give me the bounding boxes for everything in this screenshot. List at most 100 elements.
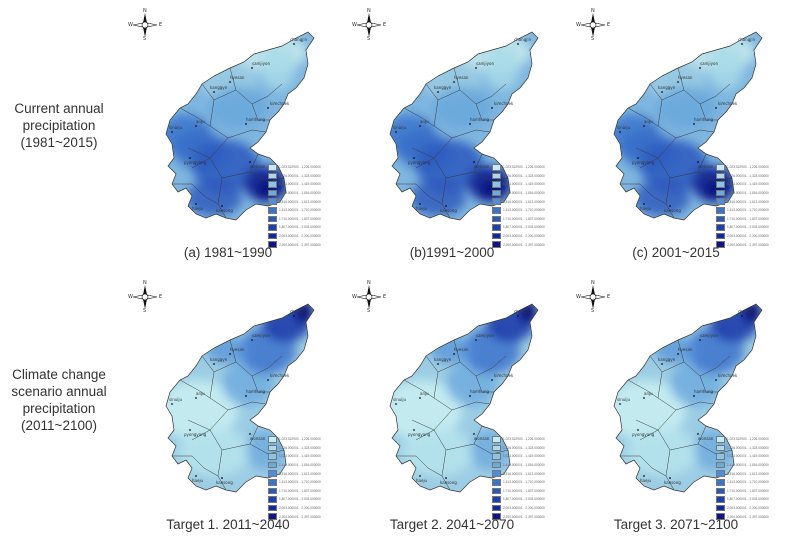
province-boundary	[191, 429, 211, 441]
province-boundary	[191, 157, 211, 169]
province-boundary	[403, 379, 435, 399]
legend-item: 1,516.000001 - 1,613.000000	[492, 197, 560, 206]
city-label: hyesan	[678, 347, 693, 352]
legend-label: 1,323.000001 - 1,419.000000	[279, 182, 321, 187]
city-marker	[517, 315, 519, 317]
city-label: kaesong	[664, 208, 681, 213]
precipitation-zone	[208, 86, 268, 130]
precipitation-map: samjiyon hyesan chongjin kanggye kimchaek sin…	[613, 31, 763, 221]
city-label: sinuiju	[617, 397, 630, 402]
city-label: wonsan	[698, 436, 714, 441]
panel-caption: (b)1991~2000	[409, 245, 495, 260]
legend-swatch	[716, 479, 725, 486]
legend-item: 2,003.000001 - 2,200.000000	[492, 232, 560, 241]
precipitation-zone	[260, 46, 296, 90]
legend-item: 1,226.000001 - 1,323.000000	[268, 172, 336, 181]
legend-item: 2,003.000001 - 2,200.000000	[268, 504, 336, 513]
precipitation-map: samjiyon hyesan chongjin kanggye kimchaek sin…	[389, 31, 539, 221]
province-boundary	[433, 425, 483, 451]
legend-item: 1,613.000001 - 1,710.000000	[492, 206, 560, 215]
legend-item: 1,516.000001 - 1,613.000000	[268, 197, 336, 206]
legend-item: 1,226.000001 - 1,323.000000	[492, 444, 560, 453]
city-marker	[661, 363, 663, 365]
legend-label: 2,200.000001 - 2,397.000000	[727, 514, 769, 519]
city-label: chongjin	[290, 37, 307, 42]
city-marker	[419, 397, 421, 399]
legend-item: 2,003.000001 - 2,200.000000	[492, 504, 560, 513]
precipitation-zone	[186, 180, 242, 216]
city-marker	[171, 403, 173, 405]
legend-label: 1,226.000001 - 1,323.000000	[503, 445, 545, 450]
city-label: kimchaek	[718, 373, 738, 378]
legend-swatch	[716, 181, 725, 188]
city-label: haeju	[640, 478, 652, 483]
compass-w-label: W	[576, 22, 581, 28]
legend-swatch	[268, 436, 277, 443]
legend-item: 1,419.000001 - 1,516.000000	[268, 189, 336, 198]
legend-item: 1,023.022900 - 1,226.000000	[268, 435, 336, 444]
city-marker	[213, 91, 215, 93]
legend-swatch	[716, 198, 725, 205]
legend-swatch	[492, 181, 501, 188]
legend-label: 2,200.000001 - 2,397.000000	[279, 514, 321, 519]
city-marker	[249, 433, 251, 435]
city-marker	[245, 395, 247, 397]
city-label: haeju	[192, 206, 204, 211]
province-boundary	[475, 103, 494, 121]
legend-item: 1,323.000001 - 1,419.000000	[492, 452, 560, 461]
city-label: hamhung	[470, 389, 489, 394]
legend-label: 1,807.000001 - 2,003.000000	[727, 225, 769, 230]
city-marker	[693, 395, 695, 397]
legend-label: 1,807.000001 - 2,003.000000	[279, 225, 321, 230]
city-label: chongjin	[514, 309, 531, 314]
legend-label: 1,023.022900 - 1,226.000000	[503, 165, 545, 170]
legend-swatch	[268, 215, 277, 223]
legend-swatch	[492, 224, 501, 231]
legend-item: 2,200.000001 - 2,397.000000	[716, 512, 784, 521]
city-label: kimchaek	[718, 101, 738, 106]
row-label-line: Current annual	[14, 101, 104, 116]
city-marker	[221, 205, 223, 207]
city-marker	[251, 339, 253, 341]
province-boundary	[433, 153, 483, 179]
city-marker	[413, 157, 415, 159]
panel-caption: Target 2. 2041~2070	[389, 517, 515, 532]
legend-label: 1,226.000001 - 1,323.000000	[279, 445, 321, 450]
legend-label: 1,807.000001 - 2,003.000000	[279, 497, 321, 502]
legend-swatch	[268, 232, 277, 240]
legend-swatch	[492, 504, 501, 512]
legend-label: 1,323.000001 - 1,419.000000	[727, 182, 769, 187]
legend-label: 1,710.000001 - 1,807.000000	[503, 488, 545, 493]
legend-item: 1,226.000001 - 1,323.000000	[492, 172, 560, 181]
city-marker	[669, 477, 671, 479]
legend-swatch	[492, 232, 501, 240]
compass-s-label: S	[367, 308, 371, 314]
legend-label: 1,323.000001 - 1,419.000000	[503, 454, 545, 459]
city-label: hyesan	[678, 75, 693, 80]
legend-swatch	[268, 487, 277, 495]
legend-item: 1,419.000001 - 1,516.000000	[492, 461, 560, 470]
map-panel: samjiyon hyesan chongjin kanggye kimchaek sin…	[342, 8, 562, 270]
row-label-line: scenario annual	[11, 384, 107, 399]
city-label: hamhung	[470, 117, 489, 122]
city-marker	[445, 205, 447, 207]
legend-label: 1,419.000001 - 1,516.000000	[279, 463, 321, 468]
legend-item: 1,710.000001 - 1,807.000000	[492, 215, 560, 224]
city-marker	[473, 161, 475, 163]
legend-item: 1,419.000001 - 1,516.000000	[268, 461, 336, 470]
province-boundary	[620, 455, 667, 477]
city-marker	[395, 403, 397, 405]
legend-swatch	[492, 487, 501, 495]
city-label: anju	[420, 119, 429, 124]
legend-item: 1,323.000001 - 1,419.000000	[716, 452, 784, 461]
legend-label: 1,613.000001 - 1,710.000000	[503, 208, 545, 213]
legend: 1,023.022900 - 1,226.000000 1,226.000001 …	[716, 435, 784, 521]
city-marker	[189, 157, 191, 159]
compass-rose-icon: N S W E	[128, 8, 162, 42]
legend: 1,023.022900 - 1,226.000000 1,226.000001 …	[268, 435, 336, 521]
legend-label: 1,419.000001 - 1,516.000000	[279, 191, 321, 196]
country-outline	[165, 303, 315, 493]
city-marker	[453, 81, 455, 83]
legend-item: 1,613.000001 - 1,710.000000	[716, 478, 784, 487]
legend-swatch	[716, 172, 725, 180]
